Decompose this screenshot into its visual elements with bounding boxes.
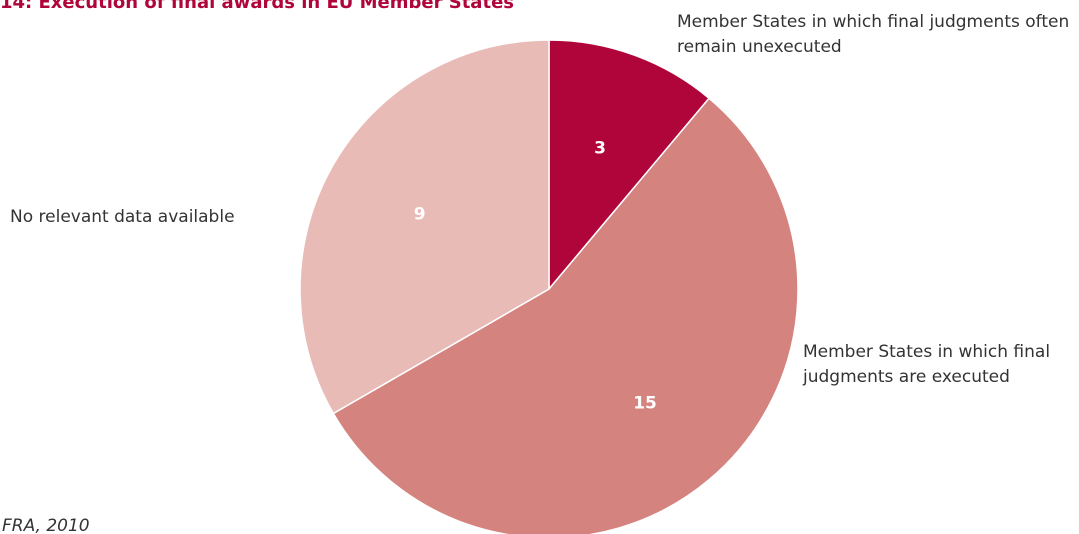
value-label: 15 <box>633 393 657 413</box>
category-label: Member States in which final judgments a… <box>803 342 1051 387</box>
pie-slice <box>299 39 550 415</box>
pie-slice <box>548 39 711 292</box>
value-label: 3 <box>594 139 606 159</box>
value-label: 9 <box>414 204 426 224</box>
source: FRA, 2010 <box>2 516 90 534</box>
category-label: No relevant data available <box>10 207 235 227</box>
chart-title: 14: Execution of final awards in EU Memb… <box>0 0 514 13</box>
category-label: Member States in which final judgments o… <box>677 12 1070 57</box>
pie-slice <box>332 97 799 534</box>
